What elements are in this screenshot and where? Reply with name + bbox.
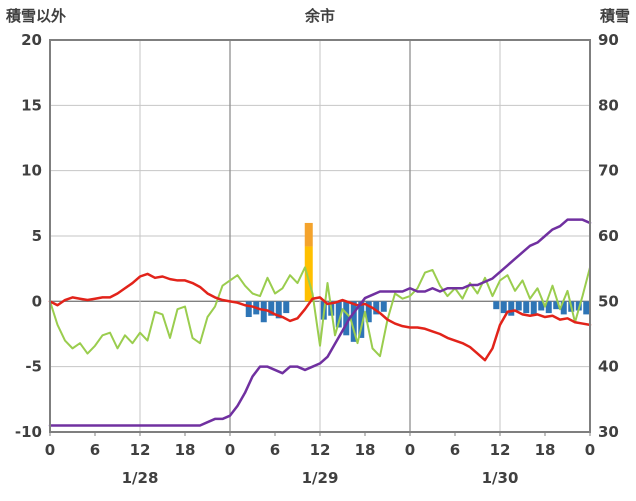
svg-text:18: 18 (355, 441, 376, 459)
chart-title: 余市 (304, 7, 335, 25)
svg-text:70: 70 (598, 162, 619, 180)
svg-text:-10: -10 (15, 423, 42, 441)
svg-text:6: 6 (450, 441, 460, 459)
svg-text:0: 0 (585, 441, 595, 459)
svg-text:50: 50 (598, 292, 619, 310)
svg-text:12: 12 (490, 441, 511, 459)
svg-text:1/29: 1/29 (302, 469, 339, 487)
svg-text:18: 18 (175, 441, 196, 459)
svg-text:-5: -5 (25, 358, 42, 376)
svg-text:0: 0 (225, 441, 235, 459)
svg-text:18: 18 (535, 441, 556, 459)
svg-text:60: 60 (598, 227, 619, 245)
svg-text:20: 20 (21, 31, 42, 49)
svg-text:30: 30 (598, 423, 619, 441)
svg-text:5: 5 (32, 227, 42, 245)
svg-text:1/28: 1/28 (122, 469, 159, 487)
svg-text:10: 10 (21, 162, 42, 180)
svg-text:0: 0 (405, 441, 415, 459)
svg-text:12: 12 (130, 441, 151, 459)
svg-text:80: 80 (598, 96, 619, 114)
svg-text:15: 15 (21, 96, 42, 114)
svg-text:0: 0 (45, 441, 55, 459)
svg-text:0: 0 (32, 292, 42, 310)
svg-text:12: 12 (310, 441, 331, 459)
svg-text:1/30: 1/30 (482, 469, 519, 487)
right-axis-title: 積雪 (599, 7, 630, 25)
svg-text:6: 6 (270, 441, 280, 459)
svg-text:40: 40 (598, 358, 619, 376)
left-axis-title: 積雪以外 (6, 7, 67, 25)
svg-text:6: 6 (90, 441, 100, 459)
svg-text:90: 90 (598, 31, 619, 49)
